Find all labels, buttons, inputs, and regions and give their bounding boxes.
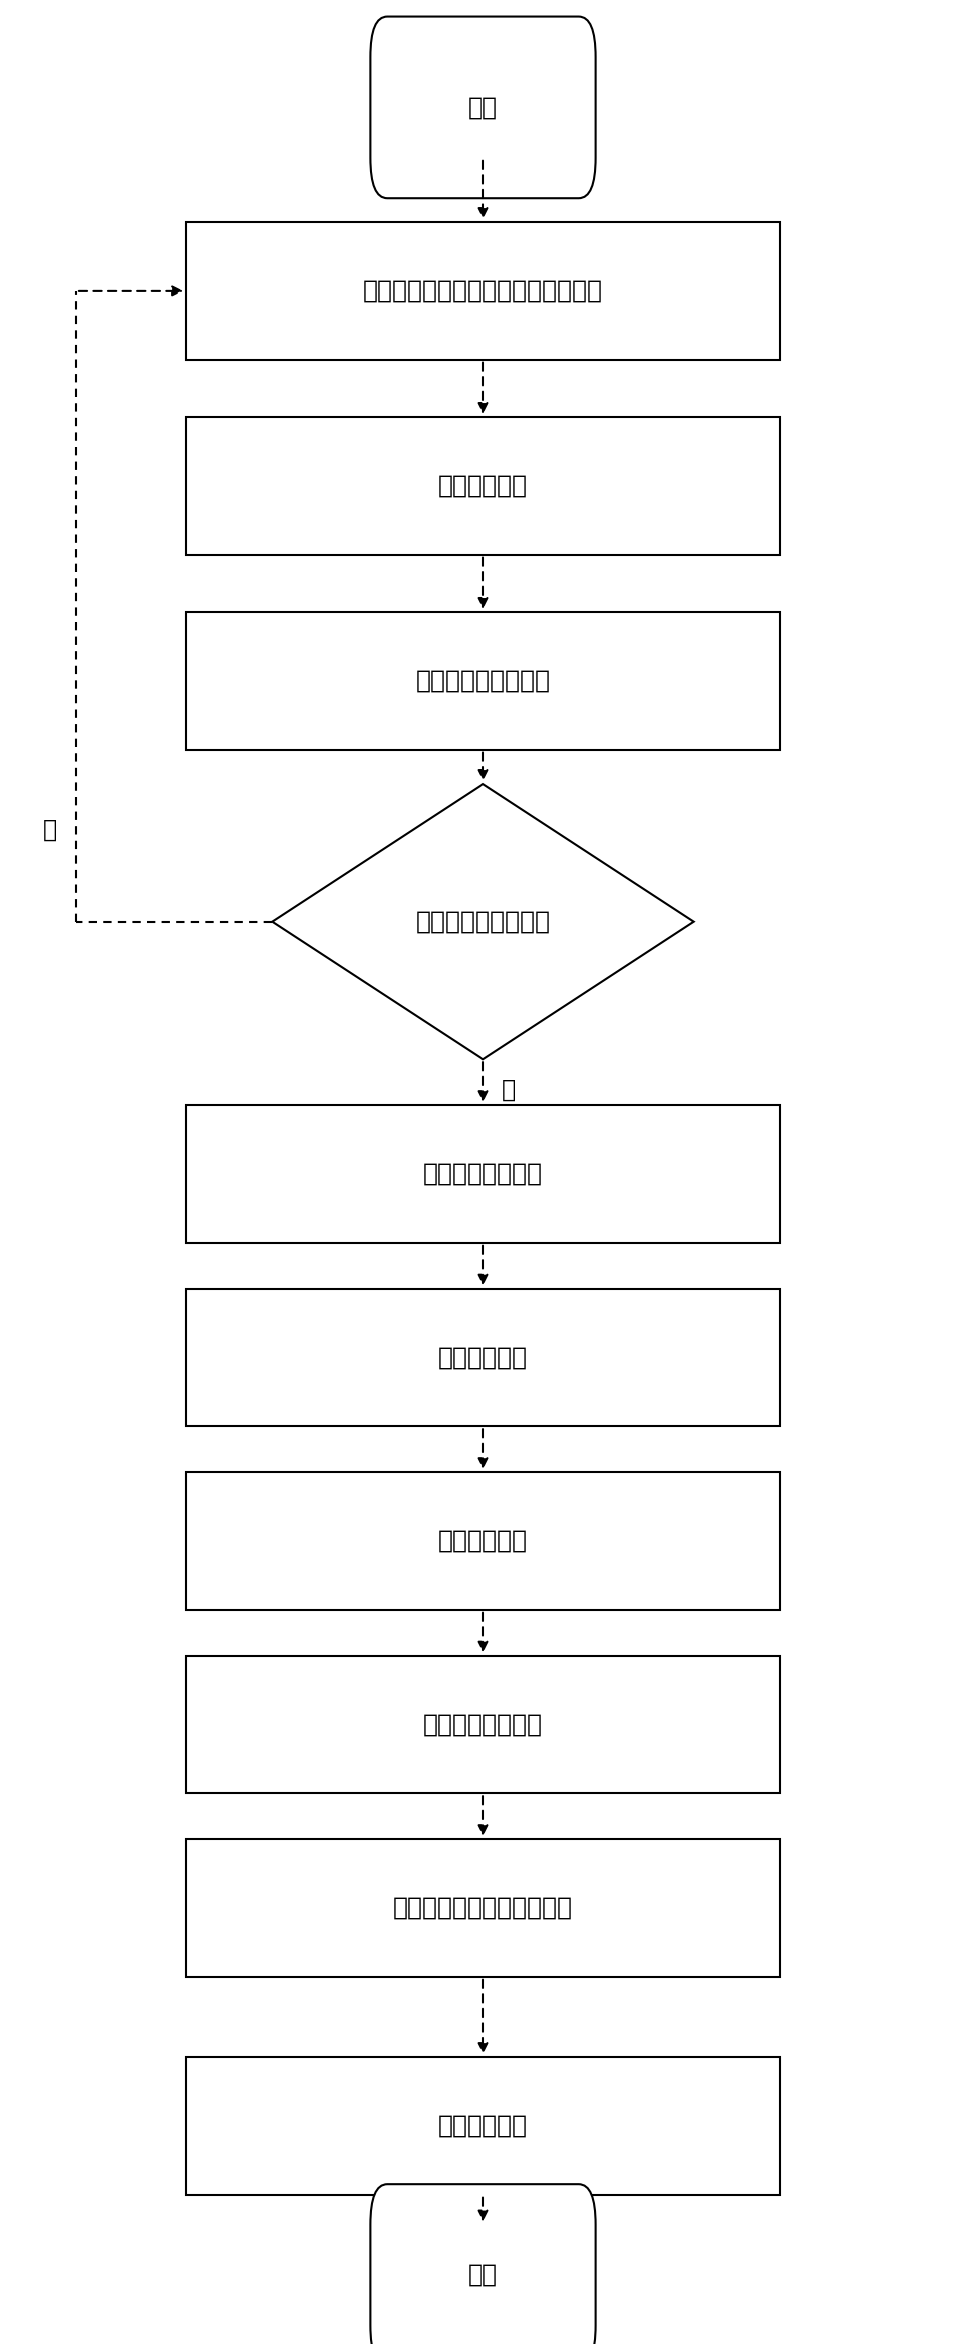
FancyBboxPatch shape: [186, 613, 780, 749]
Text: 电压脉冲反相: 电压脉冲反相: [438, 474, 528, 498]
FancyBboxPatch shape: [186, 418, 780, 554]
FancyBboxPatch shape: [370, 2184, 596, 2348]
Text: 触发单稳态触发器: 触发单稳态触发器: [423, 1712, 543, 1738]
FancyBboxPatch shape: [186, 223, 780, 359]
Text: 采样电压脉冲、电感电流、电容电压: 采样电压脉冲、电感电流、电容电压: [363, 279, 603, 303]
FancyBboxPatch shape: [186, 1655, 780, 1794]
Text: 产生驱动信号、驱动逆变器: 产生驱动信号、驱动逆变器: [393, 1897, 573, 1921]
Text: 保护装置动作: 保护装置动作: [438, 2113, 528, 2139]
FancyBboxPatch shape: [186, 1289, 780, 1425]
Text: 否: 否: [502, 1078, 516, 1101]
FancyBboxPatch shape: [186, 1838, 780, 1977]
Polygon shape: [272, 784, 694, 1059]
FancyBboxPatch shape: [186, 1472, 780, 1611]
Text: 开始: 开始: [468, 96, 498, 120]
FancyBboxPatch shape: [186, 1106, 780, 1242]
Text: 结束: 结束: [468, 2263, 498, 2287]
Text: 产生正弦参考电压: 产生正弦参考电压: [423, 1162, 543, 1186]
FancyBboxPatch shape: [186, 2057, 780, 2195]
Text: 求和积分运算: 求和积分运算: [438, 1345, 528, 1369]
Text: 是否过电流过电压？: 是否过电流过电压？: [415, 909, 551, 935]
Text: 比较异或运算: 比较异或运算: [438, 1529, 528, 1552]
Text: 是: 是: [43, 817, 57, 843]
Text: 微处理器采样、计算: 微处理器采样、计算: [415, 669, 551, 693]
FancyBboxPatch shape: [370, 16, 596, 197]
